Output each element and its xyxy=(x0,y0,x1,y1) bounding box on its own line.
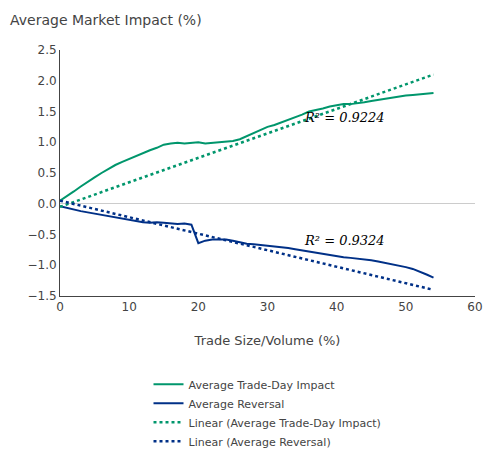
svg-text:Linear (Average Trade-Day Impa: Linear (Average Trade-Day Impact) xyxy=(189,417,381,430)
svg-text:50: 50 xyxy=(398,300,413,314)
svg-text:R² = 0.9324: R² = 0.9324 xyxy=(304,233,385,248)
svg-text:40: 40 xyxy=(329,300,344,314)
svg-text:1.0: 1.0 xyxy=(38,135,57,149)
svg-text:Average Trade-Day Impact: Average Trade-Day Impact xyxy=(189,379,336,392)
svg-text:Linear (Average Reversal): Linear (Average Reversal) xyxy=(189,436,331,449)
svg-text:30: 30 xyxy=(260,300,275,314)
svg-text:2.5: 2.5 xyxy=(38,43,57,57)
svg-text:R² = 0.9224: R² = 0.9224 xyxy=(304,110,385,125)
svg-text:−0.5: −0.5 xyxy=(27,228,56,242)
svg-text:20: 20 xyxy=(191,300,206,314)
svg-text:−1.5: −1.5 xyxy=(27,289,56,303)
svg-text:0.0: 0.0 xyxy=(38,197,57,211)
svg-text:0.5: 0.5 xyxy=(38,166,57,180)
svg-text:Average Market Impact (%): Average Market Impact (%) xyxy=(10,12,202,28)
svg-text:60: 60 xyxy=(467,300,482,314)
svg-text:Trade Size/Volume (%): Trade Size/Volume (%) xyxy=(194,333,341,348)
svg-text:2.0: 2.0 xyxy=(38,74,57,88)
svg-text:−1.0: −1.0 xyxy=(27,258,56,272)
svg-text:0: 0 xyxy=(56,300,64,314)
svg-text:1.5: 1.5 xyxy=(38,105,57,119)
svg-text:10: 10 xyxy=(122,300,137,314)
svg-text:Average Reversal: Average Reversal xyxy=(189,398,285,411)
